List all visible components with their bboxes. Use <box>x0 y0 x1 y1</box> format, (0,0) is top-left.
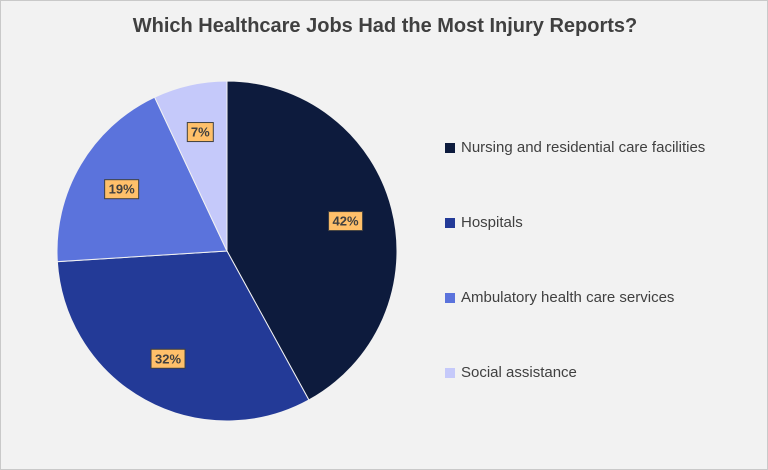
data-label-nursing-and-residential-care-facilities: 42% <box>328 211 364 232</box>
legend-item-ambulatory-health-care-services: Ambulatory health care services <box>445 289 674 306</box>
legend-swatch <box>445 217 455 228</box>
legend-swatch <box>445 142 455 153</box>
legend-label: Social assistance <box>461 364 577 381</box>
data-label-box <box>150 348 186 369</box>
legend-item-hospitals: Hospitals <box>445 214 523 231</box>
legend-item-nursing-and-residential-care-facilities: Nursing and residential care facilities <box>445 139 705 156</box>
legend-item-social-assistance: Social assistance <box>445 364 577 381</box>
data-label-text: 19% <box>109 182 135 197</box>
chart-title: Which Healthcare Jobs Had the Most Injur… <box>132 15 638 37</box>
legend-swatch <box>445 367 455 378</box>
data-label-text: 7% <box>191 125 210 140</box>
pie-slice-hospitals <box>56 250 310 422</box>
legend-label: Ambulatory health care services <box>461 289 675 306</box>
data-label-hospitals: 32% <box>150 348 186 369</box>
data-label-box <box>186 122 214 143</box>
pie-slice-nursing-and-residential-care-facilities <box>226 80 398 401</box>
legend-label: Nursing and residential care facilities <box>461 139 706 156</box>
data-label-box <box>104 179 140 200</box>
pie-slice-ambulatory-health-care-services <box>56 96 228 263</box>
data-label-social-assistance: 7% <box>186 122 214 143</box>
legend-swatch <box>445 292 455 303</box>
data-label-box <box>328 211 364 232</box>
data-label-text: 42% <box>333 214 359 229</box>
data-label-text: 32% <box>155 351 181 366</box>
legend-label: Hospitals <box>461 214 523 231</box>
data-label-ambulatory-health-care-services: 19% <box>104 179 140 200</box>
